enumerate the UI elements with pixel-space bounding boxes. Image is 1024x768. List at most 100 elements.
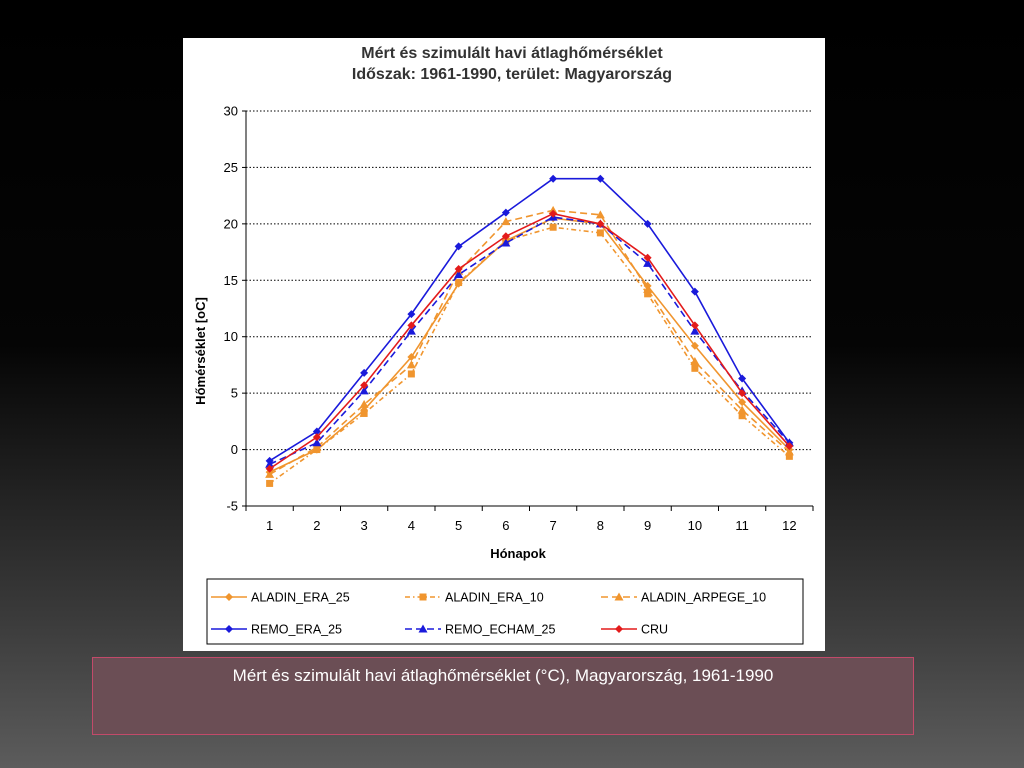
data-point — [454, 265, 463, 273]
data-point — [407, 353, 416, 362]
x-tick-label: 4 — [408, 518, 415, 533]
legend-marker — [225, 593, 233, 601]
data-point — [643, 219, 652, 228]
legend-marker — [225, 625, 233, 633]
data-point — [312, 433, 321, 442]
data-point — [360, 381, 369, 390]
legend-marker — [615, 625, 623, 633]
legend-label: CRU — [641, 623, 668, 637]
x-tick-label: 10 — [688, 518, 702, 533]
data-point — [644, 290, 652, 298]
data-point — [312, 427, 321, 436]
data-point — [454, 270, 464, 279]
legend-entry: REMO_ECHAM_25 — [405, 623, 555, 637]
data-point — [785, 452, 793, 460]
data-point — [406, 326, 416, 335]
data-point — [596, 229, 604, 237]
x-tick-label: 9 — [644, 518, 651, 533]
data-point — [501, 208, 510, 217]
chart-subtitle: Időszak: 1961-1990, terület: Magyarorszá… — [352, 66, 672, 83]
y-tick-label: 25 — [224, 160, 238, 175]
data-point — [738, 389, 747, 398]
legend-entry: ALADIN_ERA_10 — [405, 591, 544, 605]
data-point — [738, 412, 746, 420]
data-point — [690, 326, 700, 335]
data-point — [501, 238, 511, 247]
series-line — [269, 217, 790, 473]
series-layer — [265, 174, 794, 487]
data-point — [737, 405, 747, 414]
legend-label: ALADIN_ERA_25 — [251, 591, 350, 605]
x-tick-label: 8 — [597, 518, 604, 533]
data-point — [455, 279, 463, 287]
data-point — [643, 253, 652, 262]
grid-layer — [246, 110, 813, 451]
y-axis-label: Hőmérséklet [oC] — [193, 297, 208, 405]
data-point — [549, 174, 558, 183]
data-point — [595, 210, 605, 219]
x-tick-label: 6 — [502, 518, 509, 533]
data-point — [549, 209, 558, 218]
data-point — [359, 386, 369, 395]
data-point — [265, 459, 275, 468]
data-point — [690, 341, 699, 350]
data-point — [691, 364, 699, 372]
series-line — [269, 216, 790, 465]
legend-label: REMO_ECHAM_25 — [445, 623, 555, 637]
data-point — [643, 258, 653, 267]
series-aladin_arpege_10 — [265, 205, 794, 478]
data-point — [359, 399, 369, 408]
data-point — [785, 442, 794, 451]
legend-entry: ALADIN_ERA_25 — [211, 591, 350, 605]
legend-label: REMO_ERA_25 — [251, 623, 342, 637]
legend-layer: ALADIN_ERA_25 ALADIN_ERA_10 ALADIN_ARPEGE_… — [211, 591, 766, 637]
legend-box — [206, 578, 804, 645]
legend-entry: CRU — [601, 623, 668, 637]
data-point — [406, 360, 416, 369]
data-point — [266, 479, 274, 487]
data-point — [690, 357, 700, 366]
series-aladin_era_25 — [265, 214, 794, 477]
legend-entry: ALADIN_ARPEGE_10 — [601, 591, 766, 605]
data-point — [643, 284, 653, 293]
chart-panel: Mért és szimulált havi átlaghőmérséklet … — [183, 38, 825, 651]
legend-marker — [419, 593, 427, 601]
data-point — [549, 223, 557, 231]
legend-entry: REMO_ERA_25 — [211, 623, 342, 637]
y-tick-label: 5 — [231, 386, 238, 401]
y-tick-label: 10 — [224, 329, 238, 344]
series-line — [269, 226, 790, 485]
data-point — [265, 469, 275, 478]
legend-label: ALADIN_ERA_10 — [445, 591, 544, 605]
x-tick-label: 12 — [782, 518, 796, 533]
series-cru — [265, 209, 794, 473]
data-point — [407, 310, 416, 319]
data-point — [454, 242, 463, 251]
legend-label: ALADIN_ARPEGE_10 — [641, 591, 766, 605]
x-tick-label: 11 — [735, 518, 749, 533]
y-tick-label: 15 — [224, 273, 238, 288]
y-tick-label: 30 — [224, 104, 238, 119]
data-point — [312, 442, 322, 451]
data-point — [690, 321, 699, 330]
data-point — [738, 374, 747, 383]
data-point — [360, 368, 369, 377]
x-axis-label: Hónapok — [490, 546, 546, 561]
data-point — [265, 464, 274, 473]
legend-marker — [418, 624, 428, 633]
data-point — [596, 219, 605, 228]
data-point — [407, 370, 415, 378]
data-point — [738, 398, 747, 407]
data-point — [784, 447, 794, 456]
data-point — [407, 321, 416, 330]
chart-title: Mért és szimulált havi átlaghőmérséklet — [361, 45, 663, 62]
data-point — [312, 438, 322, 447]
data-point — [360, 409, 368, 417]
x-tick-label: 3 — [361, 518, 368, 533]
data-point — [501, 232, 510, 241]
y-tick-label: -5 — [226, 499, 238, 514]
caption-box: Mért és szimulált havi átlaghőmérséklet … — [92, 657, 914, 735]
legend-marker — [614, 592, 624, 601]
series-line — [269, 177, 791, 462]
